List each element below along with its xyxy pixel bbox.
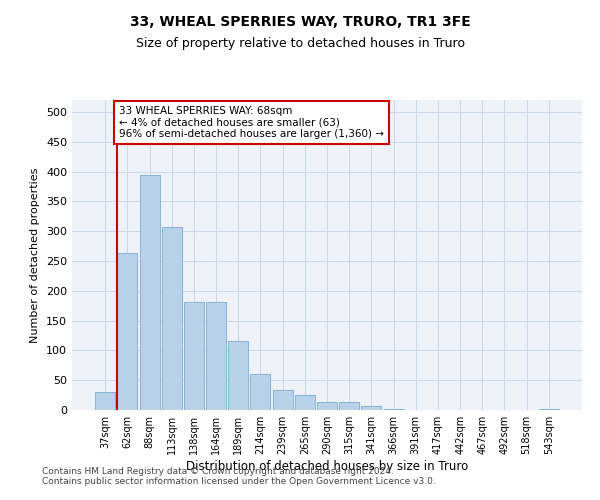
Bar	[250, 374, 271, 410]
Text: Size of property relative to detached houses in Truro: Size of property relative to detached ho…	[136, 38, 464, 51]
Bar	[272, 390, 293, 410]
Text: 33 WHEAL SPERRIES WAY: 68sqm
← 4% of detached houses are smaller (63)
96% of sem: 33 WHEAL SPERRIES WAY: 68sqm ← 4% of det…	[119, 106, 384, 139]
Bar	[228, 342, 248, 410]
Y-axis label: Number of detached properties: Number of detached properties	[31, 168, 40, 342]
Bar	[206, 302, 226, 410]
Bar	[118, 253, 137, 410]
Text: Contains public sector information licensed under the Open Government Licence v3: Contains public sector information licen…	[42, 478, 436, 486]
Bar	[184, 302, 204, 410]
Text: Contains HM Land Registry data © Crown copyright and database right 2024.: Contains HM Land Registry data © Crown c…	[42, 468, 394, 476]
Bar	[539, 409, 559, 410]
Bar	[295, 394, 315, 410]
Bar	[140, 174, 160, 410]
Bar	[317, 402, 337, 410]
Bar	[162, 227, 182, 410]
Bar	[339, 402, 359, 410]
Text: 33, WHEAL SPERRIES WAY, TRURO, TR1 3FE: 33, WHEAL SPERRIES WAY, TRURO, TR1 3FE	[130, 15, 470, 29]
Bar	[95, 392, 115, 410]
Bar	[361, 406, 382, 410]
X-axis label: Distribution of detached houses by size in Truro: Distribution of detached houses by size …	[186, 460, 468, 473]
